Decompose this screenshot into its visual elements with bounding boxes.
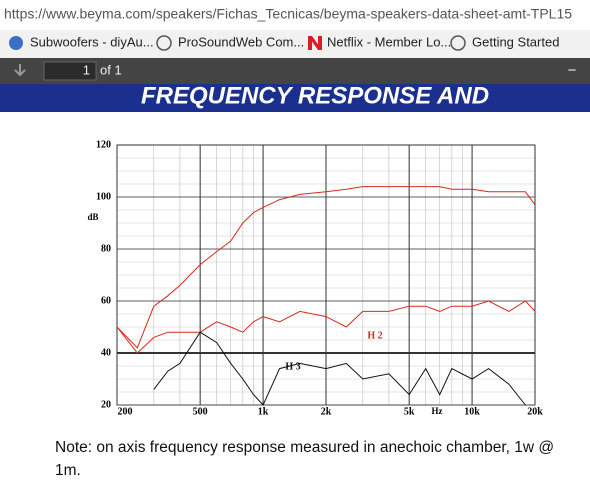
bookmark-icons <box>9 35 466 51</box>
zoom-out[interactable]: − <box>568 62 577 79</box>
x-tick-label: 2k <box>321 406 332 417</box>
x-tick-label: 20k <box>527 406 543 417</box>
y-tick-label: 20 <box>101 399 111 410</box>
url-bar[interactable] <box>0 0 590 30</box>
series-line <box>153 331 526 406</box>
y-tick-label: 80 <box>101 243 111 254</box>
bookmarks-bar <box>0 30 590 58</box>
bookmark[interactable]: Netflix - Member Lo... <box>327 34 451 49</box>
y-axis-label: dB <box>87 212 98 222</box>
pdf-toolbar <box>0 58 590 84</box>
bookmark[interactable]: ProSoundWeb Com... <box>178 34 304 49</box>
banner-text: FREQUENCY RESPONSE AND <box>141 82 489 109</box>
page-count: of 1 <box>100 62 122 77</box>
x-tick-label: 10k <box>464 406 480 417</box>
y-tick-label: 120 <box>96 139 111 150</box>
series-line <box>116 186 536 349</box>
bookmark[interactable]: Subwoofers - diyAu... <box>30 34 154 49</box>
page-input[interactable] <box>43 61 97 81</box>
y-tick-label: 100 <box>96 191 111 202</box>
x-tick-label: 5k <box>404 406 415 417</box>
x-tick-label: 1k <box>258 406 269 417</box>
series-label: H 2 <box>367 330 382 341</box>
series-line <box>116 300 536 354</box>
x-axis-label: Hz <box>432 406 443 416</box>
y-tick-label: 40 <box>101 347 111 358</box>
url[interactable]: https://www.beyma.com/speakers/Fichas_Te… <box>4 6 572 22</box>
note: Note: on axis frequency response measure… <box>55 439 555 479</box>
banner <box>0 84 590 112</box>
page-number[interactable]: 1 <box>83 62 90 77</box>
y-tick-label: 60 <box>101 295 111 306</box>
download-icon[interactable] <box>14 64 26 77</box>
series-label: H 3 <box>285 361 300 372</box>
x-tick-label: 500 <box>193 406 208 417</box>
x-tick-label: 200 <box>118 406 133 417</box>
bookmark[interactable]: Getting Started <box>472 34 559 49</box>
